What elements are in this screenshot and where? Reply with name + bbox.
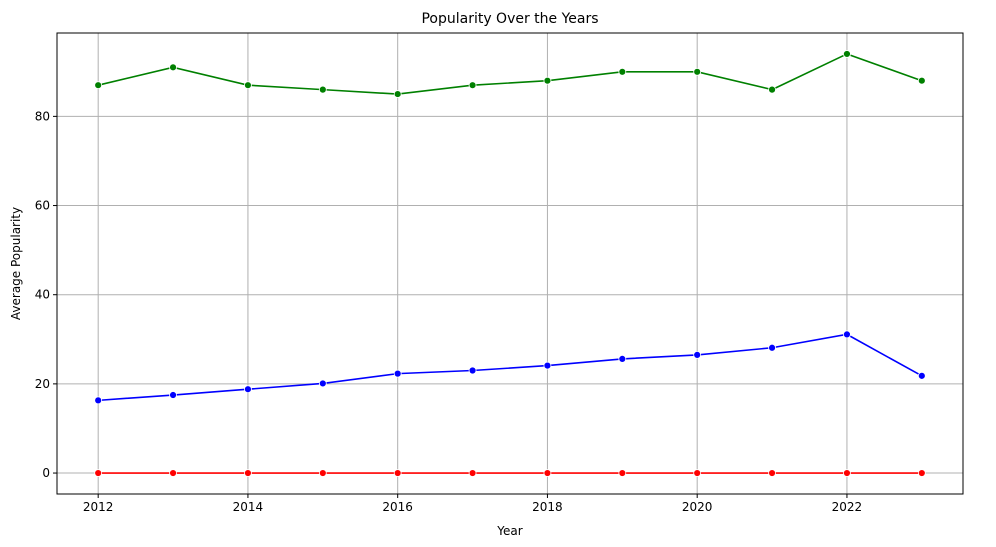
x-tick-label: 2020 <box>682 500 713 514</box>
data-point <box>543 361 552 370</box>
series-layer <box>94 50 926 477</box>
y-tick-label: 20 <box>35 377 50 391</box>
data-point <box>917 76 926 85</box>
data-point <box>768 343 776 352</box>
data-point <box>244 469 252 477</box>
data-point <box>169 391 177 399</box>
data-point <box>393 369 402 378</box>
y-tick-label: 80 <box>35 109 50 123</box>
series-line <box>97 53 923 95</box>
data-point <box>393 469 402 477</box>
data-point <box>169 469 177 477</box>
data-point <box>843 50 851 58</box>
x-tick-label: 2022 <box>832 500 863 514</box>
data-point <box>768 469 776 477</box>
x-tick-label: 2012 <box>83 500 114 514</box>
data-point <box>543 469 552 477</box>
data-point <box>618 67 627 76</box>
data-point <box>843 469 851 477</box>
data-point <box>318 85 327 94</box>
series-1 <box>94 50 926 98</box>
data-point <box>169 63 177 72</box>
grid <box>57 33 963 494</box>
data-point <box>94 469 103 477</box>
data-point <box>693 469 702 477</box>
data-point <box>693 350 702 359</box>
data-point <box>94 81 103 90</box>
data-point <box>318 379 327 388</box>
data-point <box>468 469 477 477</box>
data-point <box>693 67 702 76</box>
data-point <box>94 396 103 405</box>
data-point <box>468 81 477 90</box>
x-tick-label: 2016 <box>382 500 413 514</box>
y-tick-label: 0 <box>42 466 50 480</box>
data-point <box>618 355 627 363</box>
data-point <box>917 371 926 380</box>
x-axis-title: Year <box>496 524 522 538</box>
y-tick-label: 40 <box>35 288 50 302</box>
data-point <box>917 469 926 477</box>
data-point <box>768 85 776 94</box>
series-2 <box>94 330 926 405</box>
data-point <box>244 81 252 90</box>
series-line <box>98 333 923 402</box>
data-point <box>543 76 552 85</box>
data-point <box>843 330 851 339</box>
chart-title: Popularity Over the Years <box>421 11 598 27</box>
x-tick-label: 2018 <box>532 500 563 514</box>
data-point <box>393 90 402 98</box>
data-point <box>318 469 327 477</box>
data-point <box>468 366 477 375</box>
data-point <box>244 385 252 394</box>
ticks: 2012 2014 2016 2018 2020 2022 0 20 40 60 80 <box>35 109 862 514</box>
series-3 <box>94 469 926 477</box>
data-point <box>618 469 627 477</box>
y-tick-label: 60 <box>35 199 50 213</box>
x-tick-label: 2014 <box>233 500 264 514</box>
plot-frame <box>56 32 964 495</box>
y-axis-title: Average Popularity <box>9 207 23 320</box>
